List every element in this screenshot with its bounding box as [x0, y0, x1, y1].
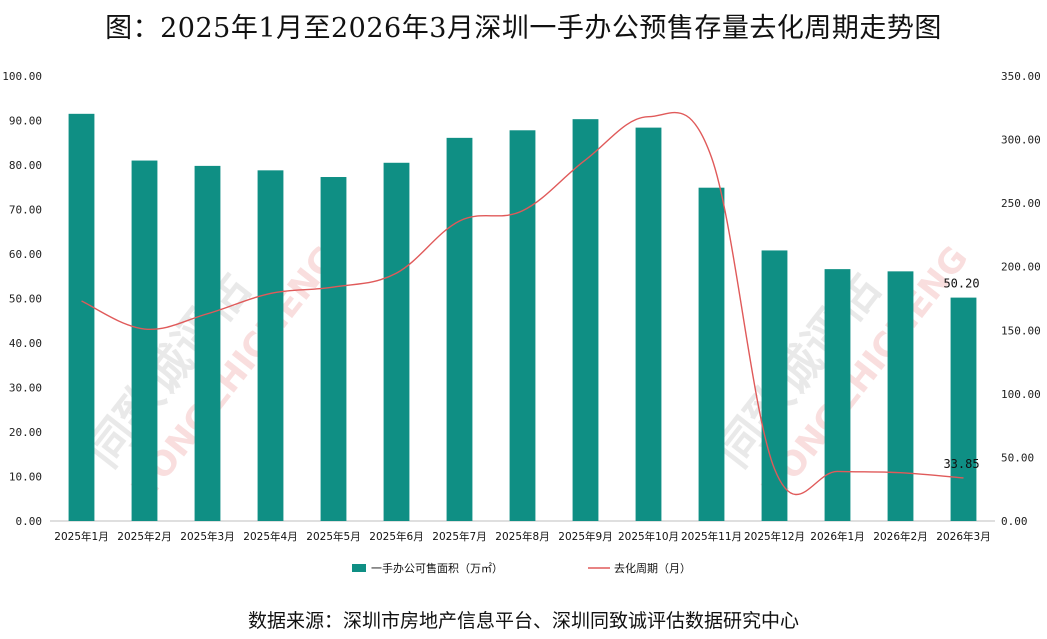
x-category-label: 2025年8月 [495, 530, 549, 543]
bar-3 [194, 165, 221, 521]
left-tick-label: 100.00 [2, 70, 42, 83]
x-category-label: 2026年1月 [810, 530, 864, 543]
x-category-label: 2025年1月 [54, 530, 108, 543]
bar-8 [509, 130, 536, 522]
bar-2 [131, 160, 158, 522]
bar-9 [572, 119, 599, 521]
x-axis-categories: 2025年1月 2025年2月 2025年3月 2025年4月 2025年5月 2025年… [54, 530, 990, 543]
line-series-path [81, 111, 964, 496]
x-category-label: 2025年11月 [681, 530, 742, 543]
right-tick-label: 0.00 [1001, 515, 1028, 528]
bar-6 [383, 162, 410, 521]
right-tick-label: 50.00 [1001, 451, 1034, 464]
x-category-label: 2026年2月 [873, 530, 927, 543]
legend-line-label: 去化周期（月） [614, 561, 691, 575]
chart-title: 图：2025年1月至2026年3月深圳一手办公预售存量去化周期走势图 [105, 13, 942, 44]
right-tick-label: 200.00 [1001, 261, 1041, 274]
bar-12 [761, 250, 788, 521]
left-tick-label: 0.00 [16, 515, 43, 528]
right-tick-label: 300.00 [1001, 134, 1041, 147]
bar-7 [446, 137, 473, 522]
data-label-bar: 50.20 [943, 277, 979, 291]
left-tick-label: 80.00 [9, 159, 42, 172]
x-category-label: 2025年12月 [744, 530, 805, 543]
right-y-axis: 0.00 50.00 100.00 150.00 200.00 250.00 300.00 3… [1001, 70, 1041, 528]
data-labels: 50.20 33.85 [943, 277, 979, 471]
right-tick-label: 350.00 [1001, 70, 1041, 83]
bar-14 [887, 271, 914, 521]
x-category-label: 2025年3月 [180, 530, 234, 543]
left-tick-label: 70.00 [9, 204, 42, 217]
right-tick-label: 100.00 [1001, 388, 1041, 401]
left-tick-label: 60.00 [9, 248, 42, 261]
right-tick-label: 250.00 [1001, 197, 1041, 210]
legend-bar-swatch [352, 564, 366, 572]
x-category-label: 2025年4月 [243, 530, 297, 543]
x-category-label: 2025年10月 [618, 530, 679, 543]
left-tick-label: 90.00 [9, 115, 42, 128]
bar-15 [950, 297, 977, 521]
left-tick-label: 10.00 [9, 471, 42, 484]
left-tick-label: 40.00 [9, 337, 42, 350]
left-tick-label: 50.00 [9, 293, 42, 306]
x-category-label: 2025年5月 [306, 530, 360, 543]
x-category-label: 2025年6月 [369, 530, 423, 543]
right-tick-label: 150.00 [1001, 324, 1041, 337]
x-category-label: 2025年2月 [117, 530, 171, 543]
bar-13 [824, 269, 851, 521]
bar-series [68, 113, 977, 522]
bar-4 [257, 170, 284, 521]
bar-11 [698, 187, 725, 521]
x-category-label: 2026年3月 [936, 530, 990, 543]
bar-1 [68, 113, 95, 521]
source-note: 数据来源：深圳市房地产信息平台、深圳同致诚评估数据研究中心 [247, 610, 799, 632]
legend: 一手办公可售面积（万㎡） 去化周期（月） [352, 561, 691, 575]
bar-5 [320, 177, 347, 521]
legend-bar-label: 一手办公可售面积（万㎡） [371, 561, 503, 575]
left-tick-label: 30.00 [9, 382, 42, 395]
left-tick-label: 20.00 [9, 426, 42, 439]
left-y-axis: 0.00 10.00 20.00 30.00 40.00 50.00 60.00 70.00 8… [2, 70, 42, 528]
x-category-label: 2025年9月 [558, 530, 612, 543]
bar-10 [635, 127, 662, 522]
x-category-label: 2025年7月 [432, 530, 486, 543]
data-label-line: 33.85 [943, 457, 979, 471]
